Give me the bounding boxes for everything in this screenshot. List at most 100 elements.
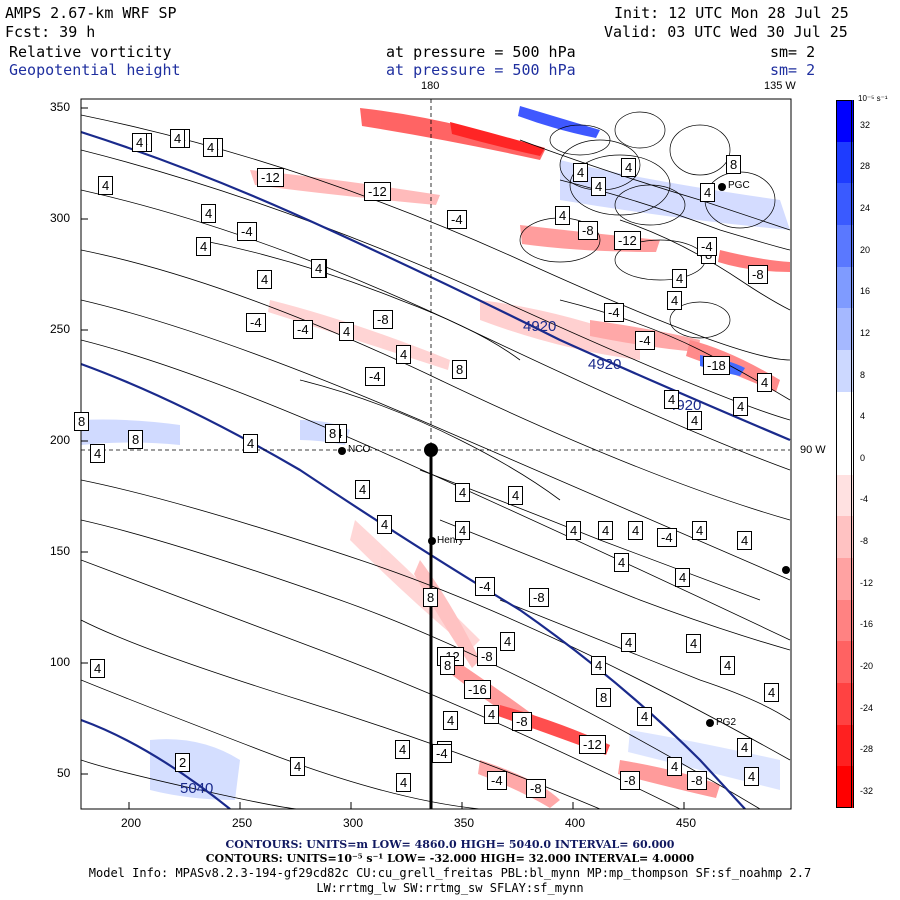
- forecast-hour: Fcst: 39 h: [5, 23, 96, 41]
- lon-label-90w: 90 W: [800, 444, 826, 456]
- vorticity-contour-label: -16: [464, 680, 491, 699]
- lon-label-135w: 135 W: [764, 80, 796, 92]
- x-tick-label: 400: [565, 816, 586, 830]
- x-tick-label: 250: [232, 816, 253, 830]
- vorticity-contour-label: 4: [170, 129, 186, 148]
- vorticity-contour-label: 4: [257, 270, 273, 289]
- vorticity-contour-label: 4: [455, 521, 471, 540]
- colorbar-label: 4: [860, 411, 866, 422]
- valid-time: Valid: 03 UTC Wed 30 Jul 25: [604, 23, 848, 41]
- station-label-pg2: PG2: [716, 717, 737, 728]
- model-info-physics: LW:rrtmg_lw SW:rrtmg_sw SFLAY:sf_mynn: [316, 881, 584, 895]
- vorticity-contour-label: 4: [555, 206, 571, 225]
- x-tick-label: 200: [121, 816, 142, 830]
- vorticity-contour-label: -8: [477, 647, 497, 666]
- vorticity-contour-cluster: [519, 111, 776, 339]
- y-tick-label: 200: [50, 433, 71, 447]
- field1-smoothing: sm= 2: [770, 43, 816, 61]
- vorticity-contour-label: 8: [440, 656, 456, 675]
- vorticity-contour-label: -4: [475, 577, 495, 596]
- x-tick-label: 450: [676, 816, 697, 830]
- station-marker-henry: [428, 537, 436, 545]
- colorbar-label: 12: [860, 327, 871, 338]
- colorbar-label: 16: [860, 286, 871, 297]
- vorticity-contour-label: 4: [667, 291, 683, 310]
- vorticity-contour-label: -4: [487, 771, 507, 790]
- vorticity-contour-label: -8: [529, 588, 549, 607]
- vorticity-contour-label: 4: [98, 176, 114, 195]
- vorticity-contour-label: 8: [423, 588, 439, 607]
- vorticity-contour-label: 4: [692, 521, 708, 540]
- vorticity-contour-label: 4: [443, 711, 459, 730]
- vorticity-contour-label: -8: [748, 265, 768, 284]
- height-contour-label: 5040: [180, 780, 214, 797]
- vorticity-contour-label: 4: [90, 659, 106, 678]
- vorticity-contour-label: 4: [720, 656, 736, 675]
- vorticity-contour-label: 4: [598, 521, 614, 540]
- vorticity-contour-label: 8: [726, 155, 742, 174]
- vorticity-contour-label: -12: [257, 168, 284, 187]
- vorticity-contour-label: 8: [325, 424, 341, 443]
- vorticity-contour-label: 4: [672, 269, 688, 288]
- vorticity-contour-label: -4: [697, 237, 717, 256]
- vorticity-shading: [81, 106, 790, 808]
- vorticity-contour-label: -8: [512, 712, 532, 731]
- vorticity-contour-label: 2: [175, 753, 191, 772]
- y-tick-label: 150: [50, 544, 71, 558]
- height-contour-label: 4920: [523, 318, 557, 335]
- vorticity-contour-label: 4: [566, 521, 582, 540]
- vorticity-contour-label: 8: [128, 430, 144, 449]
- height-contour-label: 4920: [588, 356, 622, 373]
- colorbar-label: -8: [860, 536, 869, 547]
- vorticity-contour-label: 4: [757, 373, 773, 392]
- vorticity-contour-label: 4: [628, 521, 644, 540]
- colorbar-label: 8: [860, 369, 866, 380]
- vorticity-contour-label: 4: [201, 204, 217, 223]
- colorbar-label: -20: [860, 661, 874, 672]
- colorbar-label: 32: [860, 119, 871, 130]
- vorticity-contour-label: 4: [591, 177, 607, 196]
- station-marker-pgc: [718, 183, 726, 191]
- vorticity-contour-label: 4: [508, 486, 524, 505]
- vorticity-contour-label: 8: [596, 688, 612, 707]
- station-label-nco: NCO: [348, 444, 371, 455]
- vorticity-contour-label: 4: [737, 531, 753, 550]
- colorbar-label: -16: [860, 619, 874, 630]
- vorticity-contours: [81, 114, 791, 809]
- vorticity-contour-label: 4: [675, 568, 691, 587]
- colorbar-label: -12: [860, 577, 874, 588]
- vorticity-contour-label: 4: [764, 683, 780, 702]
- vorticity-contour-label: 4: [396, 345, 412, 364]
- model-title: AMPS 2.67-km WRF SP: [5, 4, 177, 22]
- vorticity-contour-label: 4: [733, 397, 749, 416]
- vorticity-contour-label: 4: [591, 656, 607, 675]
- colorbar-units: 10⁻⁵ s⁻¹: [858, 94, 888, 103]
- vorticity-contour-label: 4: [573, 163, 589, 182]
- vorticity-contour-label: 4: [132, 133, 148, 152]
- vorticity-contour-label: -4: [604, 303, 624, 322]
- station-marker-pg2: [706, 719, 714, 727]
- lon-label-180: 180: [421, 80, 440, 92]
- station-marker-nco: [338, 447, 346, 455]
- height-contour-info: CONTOURS: UNITS=m LOW= 4860.0 HIGH= 5040…: [225, 838, 675, 851]
- colorbar-label: 24: [860, 202, 871, 213]
- vorticity-contour-label: -8: [620, 771, 640, 790]
- station-label-pgc: PGC: [728, 180, 750, 191]
- init-time: Init: 12 UTC Mon 28 Jul 25: [614, 4, 849, 22]
- vorticity-contour-label: -4: [365, 367, 385, 386]
- colorbar-label: 28: [860, 161, 871, 172]
- field1-name: Relative vorticity: [9, 43, 172, 61]
- vorticity-contour-label: 4: [339, 322, 355, 341]
- height-contours: [81, 130, 791, 809]
- vorticity-contour-label: 4: [621, 633, 637, 652]
- colorbar-label: -28: [860, 744, 874, 755]
- colorbar-frame: [836, 100, 852, 808]
- y-tick-label: 350: [50, 100, 71, 114]
- vorticity-contour-label: 8: [452, 360, 468, 379]
- field2-name: Geopotential height: [9, 61, 181, 79]
- vorticity-contour-label: -4: [447, 210, 467, 229]
- colorbar-label: -24: [860, 702, 874, 713]
- vorticity-contour-label: 4: [500, 632, 516, 651]
- field2-level: at pressure = 500 hPa: [386, 61, 576, 79]
